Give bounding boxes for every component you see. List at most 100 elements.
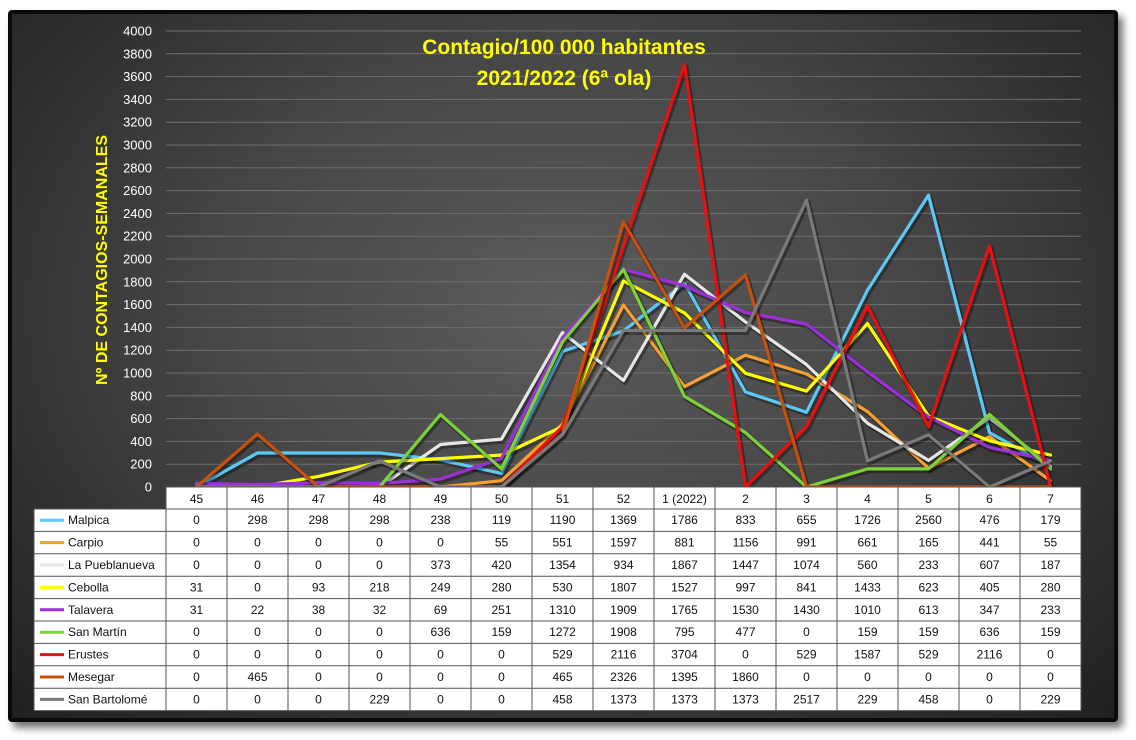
data-label: 229 <box>369 692 389 706</box>
data-label: 465 <box>247 670 267 684</box>
data-label: 607 <box>979 558 999 572</box>
data-label: 0 <box>193 558 200 572</box>
data-label: 165 <box>918 536 938 550</box>
data-label: 1310 <box>549 603 576 617</box>
y-tick-label: 2600 <box>123 183 152 198</box>
data-label: 551 <box>552 536 572 550</box>
data-label: 1373 <box>732 692 759 706</box>
data-label: 636 <box>979 625 999 639</box>
x-tick-label: 51 <box>556 492 570 506</box>
data-label: 0 <box>376 625 383 639</box>
data-label: 179 <box>1040 513 1060 527</box>
data-label: 441 <box>979 536 999 550</box>
data-label: 159 <box>1040 625 1060 639</box>
y-tick-label: 800 <box>130 388 152 403</box>
x-tick-label: 5 <box>925 492 932 506</box>
data-label: 93 <box>312 580 326 594</box>
data-label: 233 <box>918 558 938 572</box>
data-label: 1430 <box>793 603 820 617</box>
data-label: 529 <box>918 648 938 662</box>
x-tick-label: 1 (2022) <box>662 492 707 506</box>
y-tick-label: 2000 <box>123 252 152 267</box>
data-label: 298 <box>308 513 328 527</box>
y-tick-label: 3800 <box>123 46 152 61</box>
data-label: 0 <box>986 670 993 684</box>
data-label: 159 <box>491 625 511 639</box>
data-label: 1447 <box>732 558 759 572</box>
data-label: 2326 <box>610 670 637 684</box>
x-tick-label: 52 <box>617 492 631 506</box>
data-label: 530 <box>552 580 572 594</box>
data-label: 1074 <box>793 558 820 572</box>
data-label: 119 <box>492 513 511 527</box>
data-label: 2116 <box>611 648 637 662</box>
data-label: 251 <box>491 603 511 617</box>
data-label: 0 <box>315 625 322 639</box>
data-label: 0 <box>315 536 322 550</box>
legend-label: San Bartolomé <box>68 692 148 706</box>
x-tick-label: 4 <box>864 492 871 506</box>
data-label: 1807 <box>610 580 637 594</box>
data-label: 529 <box>796 648 816 662</box>
data-label: 238 <box>430 513 450 527</box>
data-label: 0 <box>498 670 505 684</box>
data-label: 0 <box>864 670 871 684</box>
data-label: 997 <box>735 580 755 594</box>
data-label: 0 <box>315 558 322 572</box>
x-tick-label: 6 <box>986 492 993 506</box>
data-label: 458 <box>918 692 938 706</box>
data-label: 465 <box>552 670 572 684</box>
y-tick-label: 1000 <box>123 366 152 381</box>
data-label: 529 <box>552 648 572 662</box>
y-tick-label: 0 <box>145 480 152 495</box>
y-tick-label: 3200 <box>123 115 152 130</box>
data-label: 0 <box>193 692 200 706</box>
data-label: 1395 <box>671 670 698 684</box>
y-tick-label: 600 <box>130 411 152 426</box>
data-label: 1597 <box>610 536 637 550</box>
data-label: 280 <box>1040 580 1060 594</box>
data-label: 1765 <box>671 603 698 617</box>
data-label: 0 <box>315 670 322 684</box>
y-tick-label: 1200 <box>123 343 152 358</box>
legend-label: Cebolla <box>68 580 109 594</box>
x-tick-label: 46 <box>251 492 265 506</box>
data-label: 0 <box>437 692 444 706</box>
y-tick-label: 2400 <box>123 206 152 221</box>
data-label: 991 <box>796 536 816 550</box>
data-label: 0 <box>193 625 200 639</box>
data-label: 31 <box>190 603 204 617</box>
data-label: 298 <box>369 513 389 527</box>
data-label: 1786 <box>671 513 698 527</box>
data-label: 229 <box>857 692 877 706</box>
data-label: 795 <box>674 625 694 639</box>
data-label: 661 <box>857 536 877 550</box>
data-label: 187 <box>1040 558 1060 572</box>
data-label: 0 <box>254 558 261 572</box>
y-tick-label: 1600 <box>123 297 152 312</box>
data-label: 0 <box>254 692 261 706</box>
y-tick-label: 400 <box>130 434 152 449</box>
data-label: 0 <box>254 625 261 639</box>
series-line <box>194 220 1053 489</box>
data-label: 841 <box>796 580 816 594</box>
x-tick-label: 3 <box>803 492 810 506</box>
data-label: 0 <box>1047 648 1054 662</box>
data-label: 1726 <box>854 513 881 527</box>
y-tick-label: 1400 <box>123 320 152 335</box>
data-label: 0 <box>376 536 383 550</box>
data-label: 0 <box>437 648 444 662</box>
data-label: 0 <box>498 648 505 662</box>
data-label: 2116 <box>977 648 1003 662</box>
data-label: 0 <box>254 536 261 550</box>
data-label: 233 <box>1040 603 1060 617</box>
data-label: 476 <box>979 513 999 527</box>
data-label: 1530 <box>732 603 759 617</box>
data-label: 1373 <box>671 692 698 706</box>
series-line-shadow <box>196 221 1052 492</box>
data-label: 1587 <box>854 648 881 662</box>
chart-title: Contagio/100 000 habitantes <box>422 36 706 59</box>
data-label: 560 <box>857 558 877 572</box>
data-label: 1373 <box>610 692 637 706</box>
